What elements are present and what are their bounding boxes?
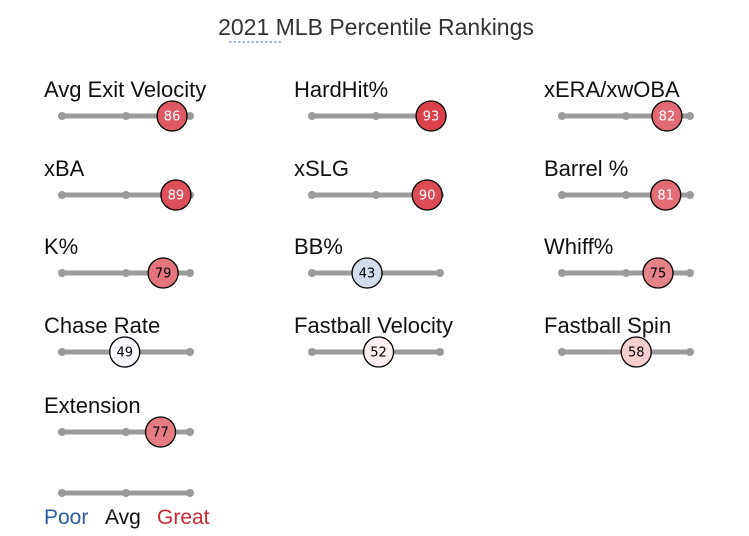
metric-barrel: Barrel % 81 [544, 156, 694, 211]
percentile-value: 90 [419, 189, 436, 204]
percentile-value: 89 [168, 189, 185, 204]
track-dot-great [186, 269, 194, 277]
percentile-marker [160, 179, 192, 211]
track-dot-poor [58, 269, 66, 277]
percentile-marker [156, 100, 188, 132]
percentile-value: 52 [370, 346, 387, 361]
track-dot-poor [308, 191, 316, 199]
track-dot-poor [558, 112, 566, 120]
legend-dot-poor [58, 489, 66, 497]
legend-dot-avg [122, 489, 130, 497]
track-dot-poor [308, 269, 316, 277]
track-dot-avg [122, 428, 130, 436]
percentile-value: 82 [659, 110, 676, 125]
metric-label: Fastball Spin [544, 313, 671, 338]
metric-label: Whiff% [544, 234, 613, 259]
legend-dot-great [186, 489, 194, 497]
track-dot-avg [622, 112, 630, 120]
percentile-value: 75 [650, 267, 667, 282]
percentile-value: 81 [657, 189, 674, 204]
track-dot-poor [58, 191, 66, 199]
track-dot-avg [622, 191, 630, 199]
percentile-value: 58 [628, 346, 645, 361]
chart-title: 2021 MLB Percentile Rankings [218, 14, 534, 40]
track-dot-avg [372, 112, 380, 120]
track-dot-great [186, 428, 194, 436]
track-dot-poor [308, 112, 316, 120]
percentile-marker [620, 336, 652, 368]
track-dot-great [686, 348, 694, 356]
metric-label: Extension [44, 393, 141, 418]
percentile-value: 43 [359, 267, 376, 282]
legend: Poor Avg Great [44, 489, 210, 529]
track-dot-great [436, 348, 444, 356]
metric-extension: Extension 77 [44, 393, 194, 448]
metrics-grid: Avg Exit Velocity 86 HardHit% 93 xERA/xwOBA 8… [44, 77, 694, 448]
metric-fastball-velocity: Fastball Velocity 52 [294, 313, 453, 368]
track-dot-avg [122, 191, 130, 199]
percentile-marker [411, 179, 443, 211]
metric-label: xSLG [294, 156, 349, 181]
metric-fastball-spin: Fastball Spin 58 [544, 313, 694, 368]
track-dot-great [186, 348, 194, 356]
percentile-marker [650, 179, 682, 211]
metric-label: Chase Rate [44, 313, 160, 338]
metric-label: Avg Exit Velocity [44, 77, 206, 102]
track-dot-great [186, 112, 194, 120]
track-dot-avg [372, 191, 380, 199]
metric-label: xBA [44, 156, 85, 181]
metric-chase-rate: Chase Rate 49 [44, 313, 194, 368]
legend-great-label: Great [157, 506, 210, 529]
percentile-marker [109, 336, 141, 368]
percentile-marker [362, 336, 395, 368]
metric-hardhit: HardHit% 93 [294, 77, 447, 132]
track-dot-great [686, 112, 694, 120]
metric-label: Fastball Velocity [294, 313, 453, 338]
track-dot-poor [58, 348, 66, 356]
metric-whiff: Whiff% 75 [544, 234, 694, 289]
track-dot-great [686, 269, 694, 277]
metric-label: xERA/xwOBA [544, 77, 680, 102]
metric-xslg: xSLG 90 [294, 156, 444, 211]
metric-label: Barrel % [544, 156, 628, 181]
metric-bb: BB% 43 [294, 234, 444, 289]
legend-avg-label: Avg [105, 506, 141, 529]
percentile-marker [415, 100, 447, 132]
percentile-value: 86 [164, 110, 181, 125]
metric-label: HardHit% [294, 77, 388, 102]
track-dot-poor [558, 348, 566, 356]
track-dot-avg [622, 269, 630, 277]
metric-avg-exit-velocity: Avg Exit Velocity 86 [44, 77, 206, 132]
metric-xera-xwoba: xERA/xwOBA 82 [544, 77, 694, 132]
percentile-value: 93 [423, 110, 440, 125]
percentile-value: 77 [152, 426, 169, 441]
percentile-value: 79 [155, 267, 172, 282]
track-dot-avg [122, 269, 130, 277]
percentile-marker [651, 100, 683, 132]
percentile-marker [351, 257, 383, 289]
track-dot-poor [558, 269, 566, 277]
percentile-marker [642, 257, 674, 289]
metric-k: K% 79 [44, 234, 194, 289]
track-dot-avg [122, 112, 130, 120]
percentile-marker [144, 416, 177, 448]
track-dot-great [436, 269, 444, 277]
track-dot-poor [558, 191, 566, 199]
metric-xba: xBA 89 [44, 156, 194, 211]
track-dot-great [686, 191, 694, 199]
metric-label: K% [44, 234, 78, 259]
track-dot-poor [58, 428, 66, 436]
legend-poor-label: Poor [44, 506, 88, 529]
metric-label: BB% [294, 234, 343, 259]
track-dot-poor [58, 112, 66, 120]
percentile-marker [147, 257, 179, 289]
track-dot-poor [308, 348, 316, 356]
percentile-value: 49 [116, 346, 133, 361]
